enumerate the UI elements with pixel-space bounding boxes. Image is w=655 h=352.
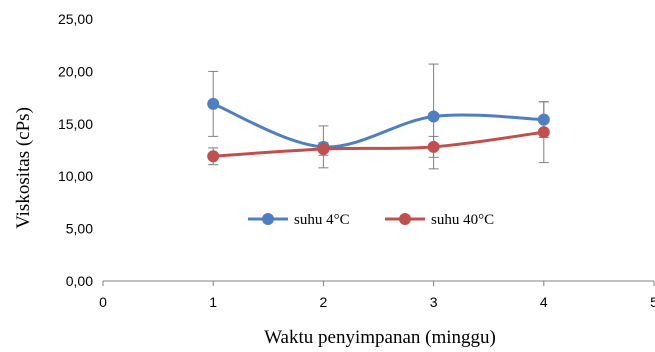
x-axis-title: Waktu penyimpanan (minggu)	[264, 327, 496, 348]
x-tick-label: 1	[209, 294, 217, 310]
data-point	[537, 126, 550, 139]
series-line-1	[212, 102, 544, 149]
legend: suhu 4°C suhu 40°C	[248, 212, 494, 228]
y-tick-label: 20,00	[58, 63, 93, 79]
x-tick-label: 2	[320, 294, 328, 310]
x-tick-label: 5	[650, 294, 655, 310]
series-line-2	[213, 130, 544, 158]
y-tick-label: 5,00	[66, 221, 93, 237]
series-points	[207, 97, 550, 163]
legend-marker	[399, 213, 411, 225]
data-point	[317, 142, 330, 155]
x-tick-label: 4	[540, 294, 548, 310]
data-point	[427, 110, 440, 123]
x-tick-label: 3	[430, 294, 438, 310]
data-point	[207, 97, 220, 110]
y-tick-label: 0,00	[66, 273, 93, 289]
legend-label: suhu 40°C	[431, 212, 494, 228]
x-axis-ticks: 0 1 2 3 4 5	[99, 281, 655, 310]
y-tick-label: 15,00	[58, 116, 93, 132]
y-axis-ticks: 0,00 5,00 10,00 15,00 20,00 25,00	[58, 11, 93, 289]
legend-marker	[262, 213, 274, 225]
series-lines	[212, 102, 544, 158]
legend-label: suhu 4°C	[294, 212, 350, 228]
data-point	[427, 140, 440, 153]
x-tick-label: 0	[99, 294, 107, 310]
y-axis-title: Viskositas (cPs)	[13, 107, 34, 229]
data-point	[537, 113, 550, 126]
y-tick-label: 25,00	[58, 11, 93, 27]
data-point	[207, 150, 220, 163]
y-tick-label: 10,00	[58, 168, 93, 184]
